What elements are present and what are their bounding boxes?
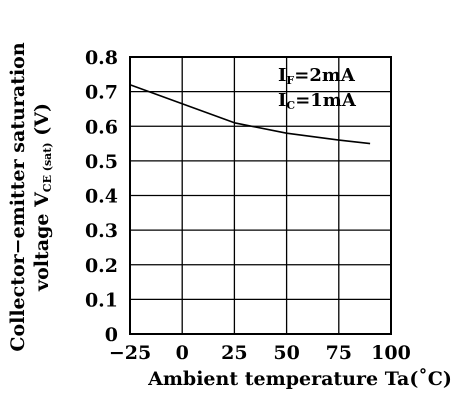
x-tick-label: 50 xyxy=(273,342,299,364)
x-tick-label: 100 xyxy=(371,342,411,364)
y-axis-title-line2: voltage VCE (sat) (V) xyxy=(31,103,54,292)
y-axis-title-line1: Collector−emitter saturation xyxy=(7,42,29,352)
annotation-line-2: IC=1mA xyxy=(278,90,357,112)
annotation-line-1: IF=2mA xyxy=(278,65,356,87)
x-tick-label: 25 xyxy=(221,342,247,364)
y-tick-labels: 00.10.20.30.40.50.60.70.8 xyxy=(85,47,118,346)
x-tick-label: 0 xyxy=(176,342,189,364)
y-tick-label: 0.1 xyxy=(85,289,118,311)
annotation: IF=2mA IC=1mA xyxy=(278,65,357,112)
y-tick-label: 0.3 xyxy=(85,220,118,242)
x-tick-label: −25 xyxy=(109,342,151,364)
x-tick-label: 75 xyxy=(326,342,352,364)
y-tick-label: 0.6 xyxy=(85,116,118,138)
y-tick-label: 0.5 xyxy=(85,151,118,173)
y-axis-title-unit: (V) xyxy=(31,103,53,142)
y-tick-label: 0.4 xyxy=(85,186,118,208)
y-axis-title-subscript: CE (sat) xyxy=(41,142,54,192)
y-tick-label: 0.8 xyxy=(85,47,118,69)
x-tick-labels: −25 0 25 50 75 100 xyxy=(109,342,411,364)
y-axis-title: Collector−emitter saturation voltage VCE… xyxy=(7,42,54,352)
x-axis-title: Ambient temperature Ta(˚C) xyxy=(147,367,452,390)
y-axis-title-voltage: voltage V xyxy=(31,191,53,292)
y-tick-label: 0.2 xyxy=(85,255,118,277)
y-tick-label: 0.7 xyxy=(85,82,118,104)
